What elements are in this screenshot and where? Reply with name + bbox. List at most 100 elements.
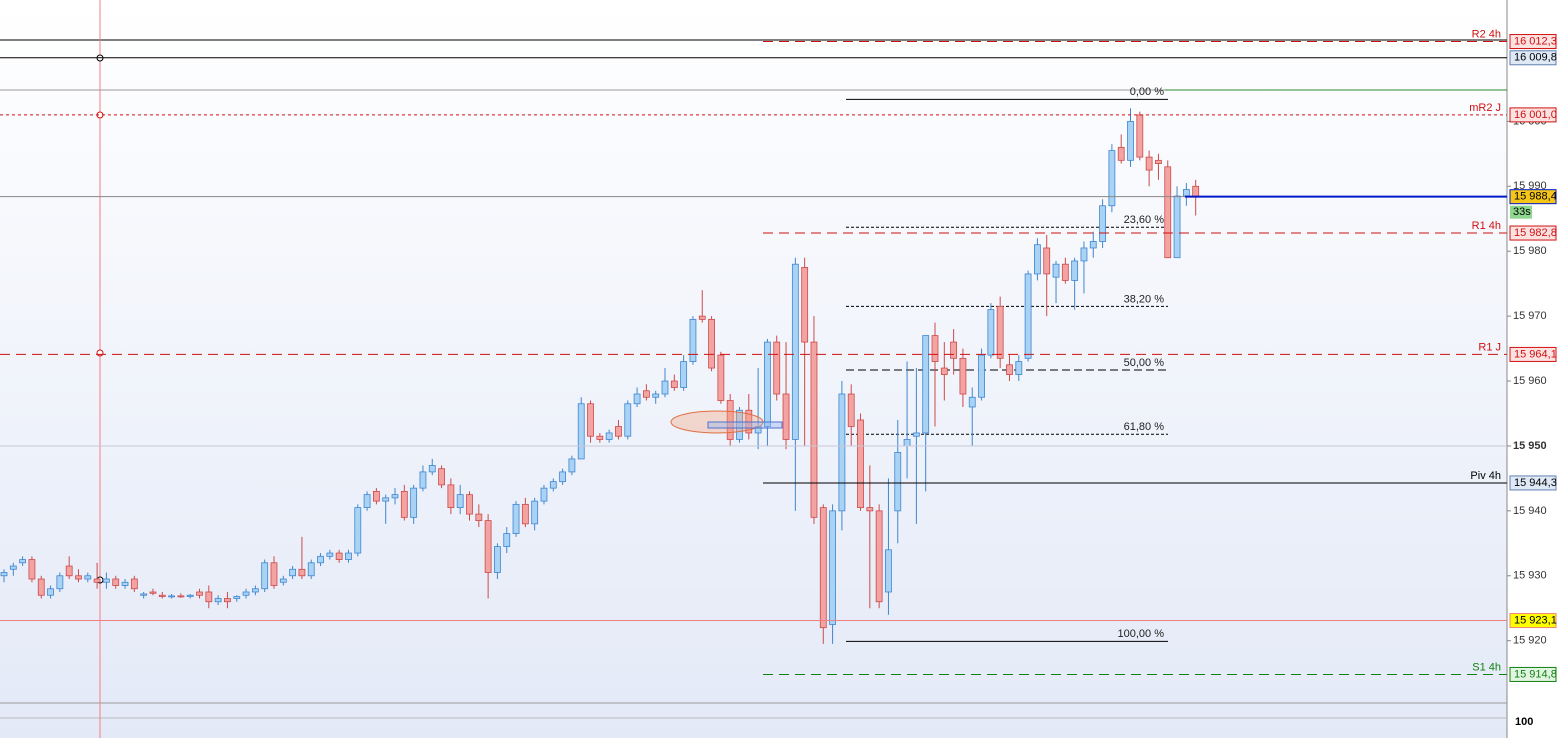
level-name: S1 4h: [1472, 661, 1501, 673]
candle-body: [894, 452, 902, 512]
candle-body: [1182, 189, 1190, 197]
candle-body: [708, 318, 715, 369]
level-name: Piv 4h: [1470, 470, 1501, 482]
candle-body: [810, 341, 818, 518]
price-box-label: 16 001,0: [1514, 109, 1557, 121]
candle-body: [605, 432, 613, 440]
candle-body: [503, 533, 511, 547]
candle-body: [912, 432, 920, 437]
candle-body: [382, 497, 390, 502]
candle-body: [363, 494, 371, 509]
candle-body: [177, 595, 185, 598]
candle-body: [1192, 185, 1200, 198]
candle-body: [1043, 247, 1051, 275]
candle-body: [540, 487, 548, 502]
candle-body: [754, 426, 762, 434]
candle-body: [670, 380, 678, 388]
candle-body: [47, 588, 54, 596]
candle-body: [37, 578, 45, 596]
price-box: [1509, 613, 1557, 629]
candle-body: [642, 390, 650, 398]
candle-body: [494, 546, 501, 573]
candle-body: [950, 341, 958, 359]
candle-body: [345, 552, 352, 560]
price-box-label: 15 982,8: [1514, 227, 1557, 239]
candle-body: [1117, 146, 1125, 161]
candle-body: [28, 559, 36, 580]
y-tick-label: 15 940: [1513, 505, 1547, 517]
candle-body: [270, 562, 278, 586]
candle-body: [689, 318, 697, 362]
candle-body: [56, 575, 64, 590]
candle-body: [140, 593, 148, 596]
fib-label: 61,80 %: [1124, 421, 1165, 433]
candle-body: [1024, 273, 1032, 359]
candle-body: [1164, 166, 1172, 259]
fib-label: 38,20 %: [1124, 293, 1165, 305]
candle-body: [773, 341, 781, 395]
candle-body: [922, 335, 930, 434]
fib-label: 50,00 %: [1124, 357, 1165, 369]
countdown-box: [1510, 205, 1532, 219]
y-tick-label: 15 980: [1513, 245, 1547, 257]
candle-body: [233, 596, 241, 599]
candle-body: [242, 591, 250, 596]
price-box-label: 15 923,1: [1514, 614, 1557, 626]
candle-body: [940, 367, 948, 375]
candle-body: [1006, 364, 1013, 375]
candle-body: [354, 507, 362, 554]
candle-body: [84, 575, 92, 580]
lower-pane-label: 100: [1515, 716, 1533, 728]
candle-body: [410, 487, 418, 518]
countdown: 33s: [1513, 206, 1531, 218]
candle-body: [875, 510, 883, 603]
candle-body: [1127, 120, 1134, 161]
anchor-point: [96, 349, 104, 357]
annotation-rect: [707, 421, 783, 429]
candle-body: [466, 494, 473, 515]
candle-body: [549, 481, 557, 489]
candle-body: [587, 403, 594, 437]
candle-body: [726, 400, 734, 440]
candle-body: [717, 354, 725, 401]
candle-body: [1080, 247, 1088, 262]
candle-body: [1108, 150, 1116, 207]
candle-body: [801, 267, 809, 343]
candle-body: [1173, 195, 1181, 259]
candle-body: [438, 468, 445, 486]
price-box: [1509, 107, 1557, 123]
candle-body: [596, 435, 604, 440]
candle-body: [103, 578, 110, 583]
candle-body: [931, 335, 939, 362]
candle-body: [196, 591, 203, 596]
candle-body: [419, 471, 427, 489]
y-tick-label: 15 950: [1513, 440, 1547, 452]
candle-body: [1061, 263, 1069, 281]
candle-body: [531, 500, 539, 525]
candle-body: [335, 552, 343, 560]
candle-body: [1089, 241, 1097, 249]
price-box: [1509, 50, 1557, 66]
candle-body: [391, 494, 399, 499]
y-tick-label: 15 970: [1513, 310, 1547, 322]
candle-body: [251, 588, 259, 593]
candle-body: [978, 354, 985, 398]
candle-body: [19, 559, 27, 564]
candle-body: [521, 503, 529, 525]
candle-body: [819, 507, 827, 629]
candle-body: [307, 562, 315, 577]
candle-body: [9, 565, 17, 570]
candle-body: [903, 439, 911, 447]
price-box: [1509, 346, 1557, 362]
candle-body: [847, 393, 855, 427]
candle-body: [996, 305, 1004, 359]
candle-body: [838, 393, 846, 512]
candle-body: [736, 409, 743, 440]
candle-body: [279, 578, 287, 583]
candle-body: [1155, 159, 1162, 164]
candle-body: [317, 555, 324, 564]
candle-body: [512, 503, 520, 534]
candle-body: [1099, 205, 1106, 242]
price-box-label: 16 009,8: [1514, 52, 1557, 64]
candle-body: [866, 507, 874, 512]
